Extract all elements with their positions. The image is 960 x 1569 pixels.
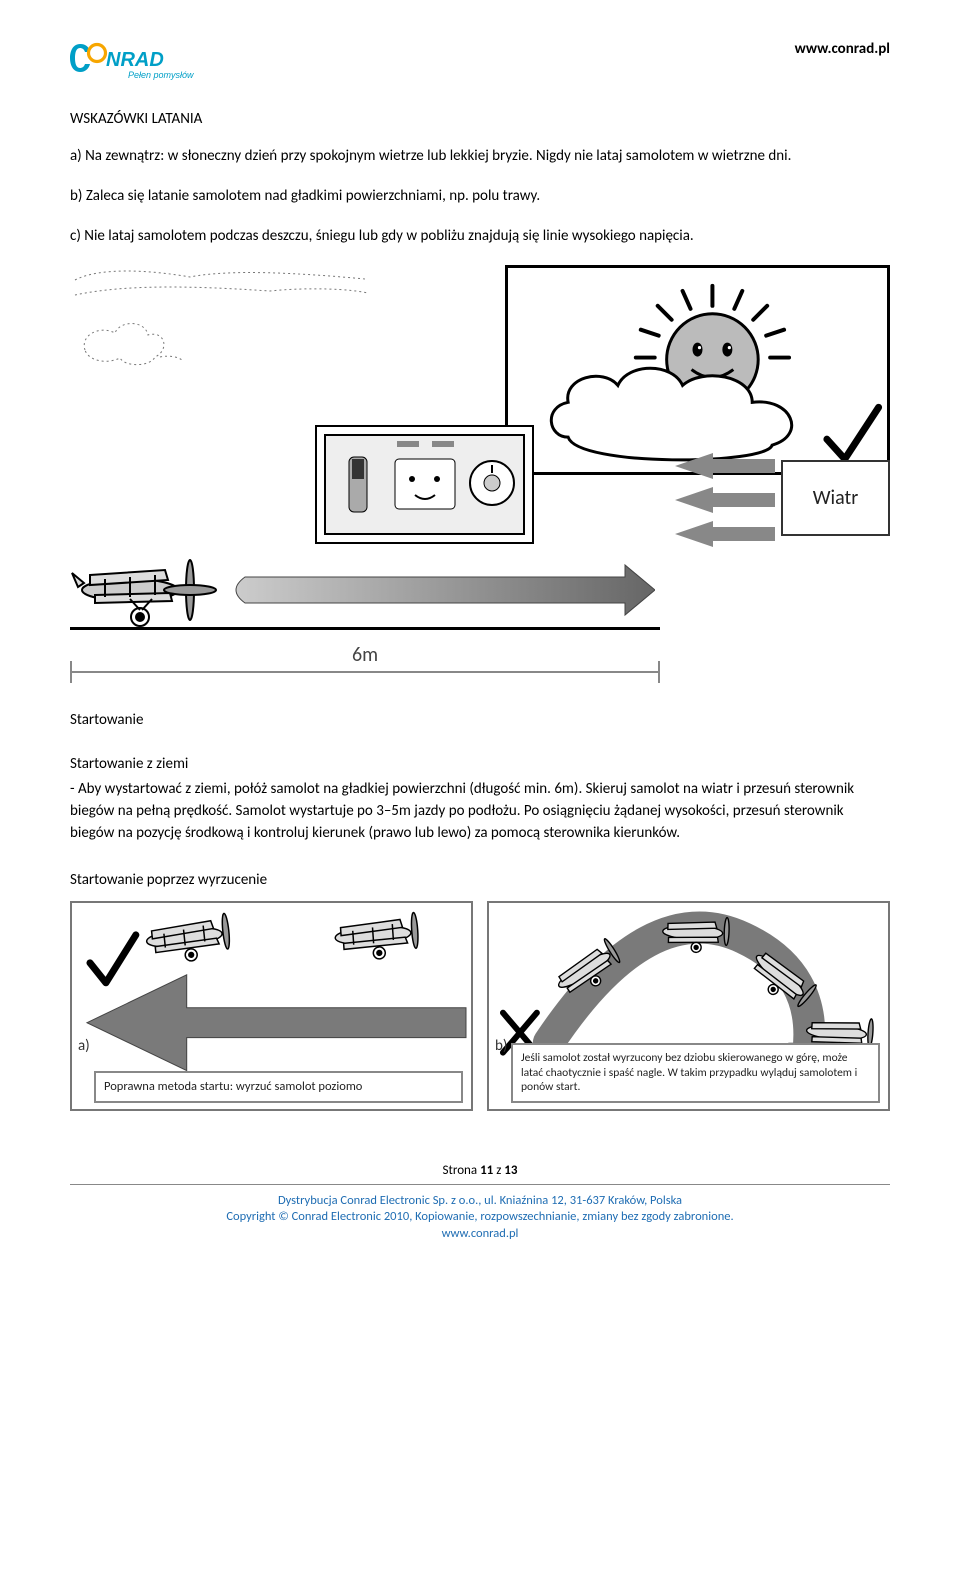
- panel-a-caption: Poprawna metoda startu: wyrzuć samolot p…: [94, 1071, 463, 1103]
- remote-controller-icon: [315, 425, 534, 544]
- wind-label: Wiatr: [813, 486, 858, 510]
- svg-text:Pełen pomysłów: Pełen pomysłów: [128, 70, 194, 80]
- start-heading: Startowanie: [70, 711, 890, 729]
- start-ground-heading: Startowanie z ziemi: [70, 755, 890, 773]
- throw-figure-row: a) Poprawna metoda startu: wyrzuć samolo…: [70, 901, 890, 1111]
- para-c: c) Nie lataj samolotem podczas deszczu, …: [70, 226, 890, 248]
- conrad-logo: NRAD Pełen pomysłów: [70, 40, 220, 82]
- wind-arrows-icon: [675, 453, 775, 548]
- panel-b-caption: Jeśli samolot został wyrzucony bez dziob…: [511, 1043, 880, 1102]
- footer-text: Dystrybucja Conrad Electronic Sp. z o.o.…: [0, 1189, 960, 1258]
- para-a: a) Na zewnątrz: w słoneczny dzień przy s…: [70, 146, 890, 168]
- svg-text:NRAD: NRAD: [106, 49, 164, 71]
- biplane-icon: [70, 535, 245, 630]
- document-page: NRAD Pełen pomysłów www.conrad.pl WSKAZÓ…: [0, 0, 960, 1131]
- panel-a-letter: a): [78, 1037, 90, 1055]
- para-b: b) Zaleca się latanie samolotem nad gład…: [70, 186, 890, 208]
- sun-cloud-panel: [505, 265, 890, 475]
- page-header: NRAD Pełen pomysłów www.conrad.pl: [70, 40, 890, 82]
- ground-line: [70, 627, 660, 630]
- direction-arrow-icon: [225, 555, 655, 625]
- start-throw-heading: Startowanie poprzez wyrzucenie: [70, 871, 890, 889]
- section-title: WSKAZÓWKI LATANIA: [70, 110, 890, 128]
- page-footer: Strona 11 z 13 Dystrybucja Conrad Electr…: [0, 1163, 960, 1258]
- clouds-sketch-icon: [70, 265, 370, 410]
- header-url: www.conrad.pl: [795, 40, 890, 58]
- takeoff-figure: Wiatr 6m: [70, 455, 890, 685]
- wind-label-box: Wiatr: [781, 460, 890, 536]
- page-number: Strona 11 z 13: [0, 1163, 960, 1178]
- throw-panel-b: b) Jeśli samolot został wyrzucony bez dz…: [487, 901, 890, 1111]
- panel-b-letter: b): [495, 1037, 507, 1055]
- throw-panel-a: a) Poprawna metoda startu: wyrzuć samolo…: [70, 901, 473, 1111]
- distance-label: 6m: [352, 643, 378, 667]
- distance-measure: 6m: [70, 671, 660, 673]
- start-body: - Aby wystartować z ziemi, połóż samolot…: [70, 779, 890, 844]
